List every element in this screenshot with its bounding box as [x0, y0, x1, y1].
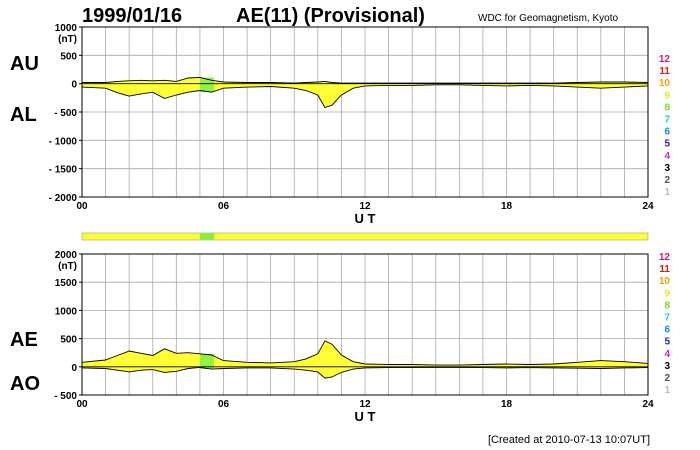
activity-level-label: 8: [664, 102, 670, 113]
y-tick-label: 500: [60, 335, 77, 346]
upper-series-line: [82, 76, 649, 84]
activity-level-label: 2: [664, 175, 670, 186]
highlight-area: [199, 353, 215, 370]
y-tick-label: 1500: [55, 278, 78, 289]
activity-level-label: 2: [664, 373, 670, 384]
series-label: AL: [10, 104, 37, 126]
y-tick-label: 0: [71, 363, 77, 374]
series-label: AE: [10, 329, 38, 351]
y-tick-label: 2000: [55, 250, 78, 261]
activity-level-label: 6: [664, 127, 670, 138]
y-tick-label: - 1500: [49, 165, 78, 176]
plot-title: AE(11) (Provisional): [236, 5, 425, 27]
y-tick-label: 1000: [55, 23, 78, 34]
y-tick-label: - 1000: [49, 136, 78, 147]
x-tick-label: 06: [218, 201, 230, 212]
activity-area: [82, 77, 648, 108]
activity-level-label: 9: [664, 288, 670, 299]
upper-series-line: [81, 340, 649, 366]
activity-level-label: 11: [659, 66, 670, 77]
activity-level-label: 10: [659, 276, 671, 287]
ae-ao-panel: 2000 1500 1000 500 0 - 500 (nT) 00 06 12 18 24 U T AE…: [10, 250, 654, 424]
x-tick-label: 00: [76, 201, 88, 212]
x-tick-label: 24: [642, 201, 654, 212]
activity-bar: [81, 232, 649, 241]
activity-level-label: 1: [664, 385, 670, 396]
plot-frame: [81, 253, 649, 396]
activity-level-label: 4: [664, 151, 670, 162]
activity-level-label: 7: [664, 115, 670, 126]
activity-bar-highlight: [199, 233, 215, 240]
activity-level-label: 10: [659, 78, 671, 89]
activity-level-label: 5: [664, 139, 670, 150]
x-tick-label: 12: [359, 399, 371, 410]
x-tick-label: 18: [501, 399, 513, 410]
activity-level-label: 12: [659, 54, 671, 65]
x-tick-label: 18: [501, 201, 513, 212]
activity-level-label: 9: [664, 90, 670, 101]
y-tick-label: - 500: [54, 391, 77, 402]
y-tick-label: 0: [71, 80, 77, 91]
activity-bar-fill: [81, 232, 649, 241]
created-timestamp: [Created at 2010-07-13 10:07UT]: [488, 434, 650, 446]
activity-area: [82, 340, 648, 379]
series-label: AO: [10, 373, 40, 395]
activity-level-label: 1: [664, 187, 670, 198]
lower-series-line: [81, 84, 649, 109]
x-tick-label: 06: [218, 399, 230, 410]
y-tick-label: - 500: [54, 108, 77, 119]
series-label: AU: [10, 53, 39, 75]
x-axis-label: U T: [355, 211, 376, 226]
highlight-area: [199, 77, 215, 93]
activity-level-label: 6: [664, 325, 670, 336]
y-tick-label: - 2000: [49, 193, 78, 204]
activity-level-label: 12: [659, 252, 671, 263]
activity-level-label: 8: [664, 300, 670, 311]
x-tick-label: 24: [642, 399, 654, 410]
x-axis-label: U T: [355, 409, 376, 424]
activity-level-label: 5: [664, 337, 670, 348]
data-source: WDC for Geomagnetism, Kyoto: [478, 13, 618, 24]
x-tick-label: 12: [359, 201, 371, 212]
lower-series-line: [81, 366, 649, 379]
y-units-label: (nT): [58, 261, 77, 272]
activity-level-label: 3: [664, 361, 670, 372]
activity-level-label: 11: [659, 264, 670, 275]
y-tick-label: 1000: [55, 306, 78, 317]
activity-level-label: 3: [664, 163, 670, 174]
y-units-label: (nT): [58, 34, 77, 45]
x-tick-label: 00: [76, 399, 88, 410]
plot-date: 1999/01/16: [82, 5, 182, 27]
au-al-panel: 1000 500 0 - 500 - 1000 - 1500 - 2000 (nT) 00 06 1…: [10, 23, 654, 226]
activity-level-label: 7: [664, 313, 670, 324]
activity-level-label: 4: [664, 349, 670, 360]
y-tick-label: 500: [60, 51, 77, 62]
